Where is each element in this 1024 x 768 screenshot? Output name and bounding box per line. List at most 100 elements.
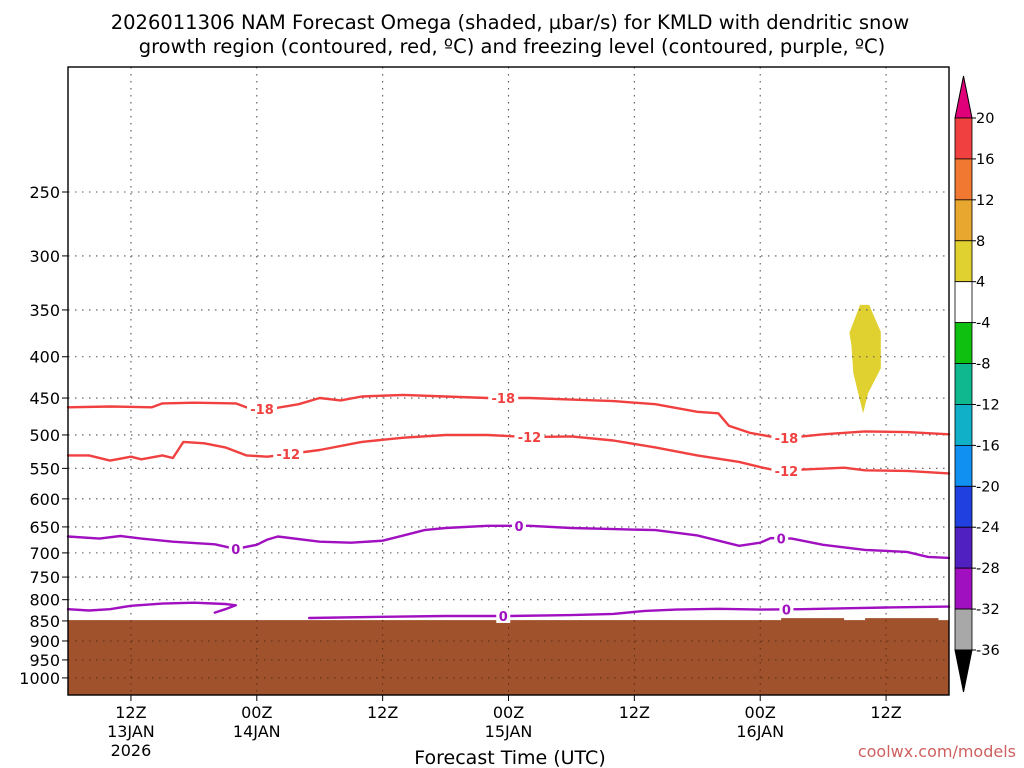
contour-label-bg: [514, 430, 545, 445]
contour-label: -18: [492, 392, 516, 407]
colorbar-bin: [954, 444, 973, 487]
y-tick-label: 600: [29, 490, 60, 509]
y-tick-label: 300: [29, 247, 60, 266]
x-tick-label: 15JAN: [485, 722, 533, 741]
colorbar-bin: [954, 363, 973, 405]
y-tick-label: 400: [29, 348, 60, 367]
colorbar-top-arrow: [954, 75, 973, 119]
contour-label: -18: [250, 403, 274, 418]
colorbar-label: -28: [976, 561, 1000, 577]
y-tick-label: 900: [29, 632, 60, 651]
y-axis: 2503003504004505005506006507007508008509…: [19, 183, 68, 688]
colorbar-bin: [954, 567, 973, 610]
colorbar-label: -32: [976, 602, 1000, 618]
x-axis-label: Forecast Time (UTC): [414, 747, 605, 768]
colorbar-bin: [954, 526, 973, 569]
x-tick-label: 00Z: [493, 703, 524, 722]
x-tick-label: 00Z: [241, 703, 272, 722]
y-tick-label: 350: [29, 301, 60, 320]
terrain: [68, 618, 949, 695]
colorbar-bin: [954, 608, 973, 651]
chart-title-line2: growth region (contoured, red, ºC) and f…: [139, 35, 886, 58]
contour-label: -12: [277, 448, 301, 463]
contour-label: 0: [777, 532, 786, 547]
y-tick-label: 700: [29, 544, 60, 563]
colorbar-label: 8: [976, 234, 985, 250]
contour-label-bg: [247, 401, 278, 416]
contour-label: 0: [782, 603, 791, 618]
credit-text: coolwx.com/models: [858, 742, 1016, 761]
y-tick-label: 550: [29, 459, 60, 478]
colorbar-label: 4: [976, 275, 985, 291]
contour-label: -12: [775, 465, 799, 480]
terrain-fill: [68, 620, 949, 695]
x-tick-label: 12Z: [367, 703, 398, 722]
omega-region-0: [849, 304, 881, 414]
plot-area: [68, 67, 949, 695]
y-tick-label: 1000: [19, 669, 60, 688]
y-tick-label: 250: [29, 183, 60, 202]
y-tick-label: 650: [29, 518, 60, 537]
contour-label-bg: [228, 541, 243, 556]
contour-0: -18 -18 -18: [66, 391, 951, 447]
colorbar-label: -12: [976, 397, 1000, 413]
contour-line: [308, 605, 951, 620]
contour-1: -12 -12 -12: [66, 430, 951, 480]
y-tick-label: 450: [29, 389, 60, 408]
omega-shading: [849, 304, 881, 414]
contour-label-bg: [771, 430, 802, 445]
y-tick-label: 800: [29, 591, 60, 610]
colorbar-bin: [954, 404, 973, 446]
colorbar-label: -16: [976, 438, 1000, 454]
colorbar-bin: [954, 117, 973, 160]
contour-label-bg: [511, 518, 526, 533]
colorbar-label: -20: [976, 479, 1000, 495]
colorbar-label: -8: [976, 357, 990, 373]
contour-label-bg: [496, 608, 511, 623]
y-tick-label: 750: [29, 568, 60, 587]
colorbar-label: 20: [976, 111, 994, 127]
x-tick-label: 14JAN: [233, 722, 281, 741]
contour-label-bg: [779, 602, 794, 617]
terrain-bump-1: [865, 618, 939, 622]
contour-label-bg: [488, 391, 519, 406]
x-tick-label: 13JAN: [107, 722, 155, 741]
x-tick-label: 2026: [111, 741, 152, 760]
colorbar-bin: [954, 281, 973, 324]
terrain-bump-0: [781, 618, 845, 622]
y-tick-label: 500: [29, 426, 60, 445]
colorbar-label: 12: [976, 193, 994, 209]
x-tick-label: 12Z: [115, 703, 146, 722]
contour-2: 0 0 0: [66, 518, 951, 560]
colorbar-bin: [954, 485, 973, 528]
contour-line: [66, 524, 951, 560]
contour-3: [66, 601, 237, 614]
contour-label: 0: [231, 543, 240, 558]
contour-label: 0: [514, 520, 523, 535]
x-tick-label: 12Z: [870, 703, 901, 722]
x-tick-label: 12Z: [619, 703, 650, 722]
y-tick-label: 950: [29, 651, 60, 670]
contour-label-bg: [771, 464, 802, 479]
y-tick-label: 850: [29, 612, 60, 631]
colorbar-bottom-arrow: [954, 649, 973, 693]
x-tick-label: 00Z: [745, 703, 776, 722]
colorbar-label: -24: [976, 520, 1000, 536]
colorbar-label: -4: [976, 316, 990, 332]
colorbar-bin: [954, 240, 973, 283]
colorbar-bin: [954, 158, 973, 201]
colorbar-label: 16: [976, 152, 994, 168]
contour-label: 0: [499, 610, 508, 625]
colorbar-label: -36: [976, 643, 1000, 659]
contour-label-bg: [774, 531, 789, 546]
colorbar-bin: [954, 199, 973, 242]
colorbar: 20 16 12 8 4 -4 -8 -12 -16 -20 -24 -28 -32 -36: [954, 75, 1000, 693]
contour-label: -18: [775, 432, 799, 447]
x-tick-label: 16JAN: [736, 722, 784, 741]
contour-label: -12: [518, 431, 542, 446]
contour-label-bg: [273, 447, 304, 462]
